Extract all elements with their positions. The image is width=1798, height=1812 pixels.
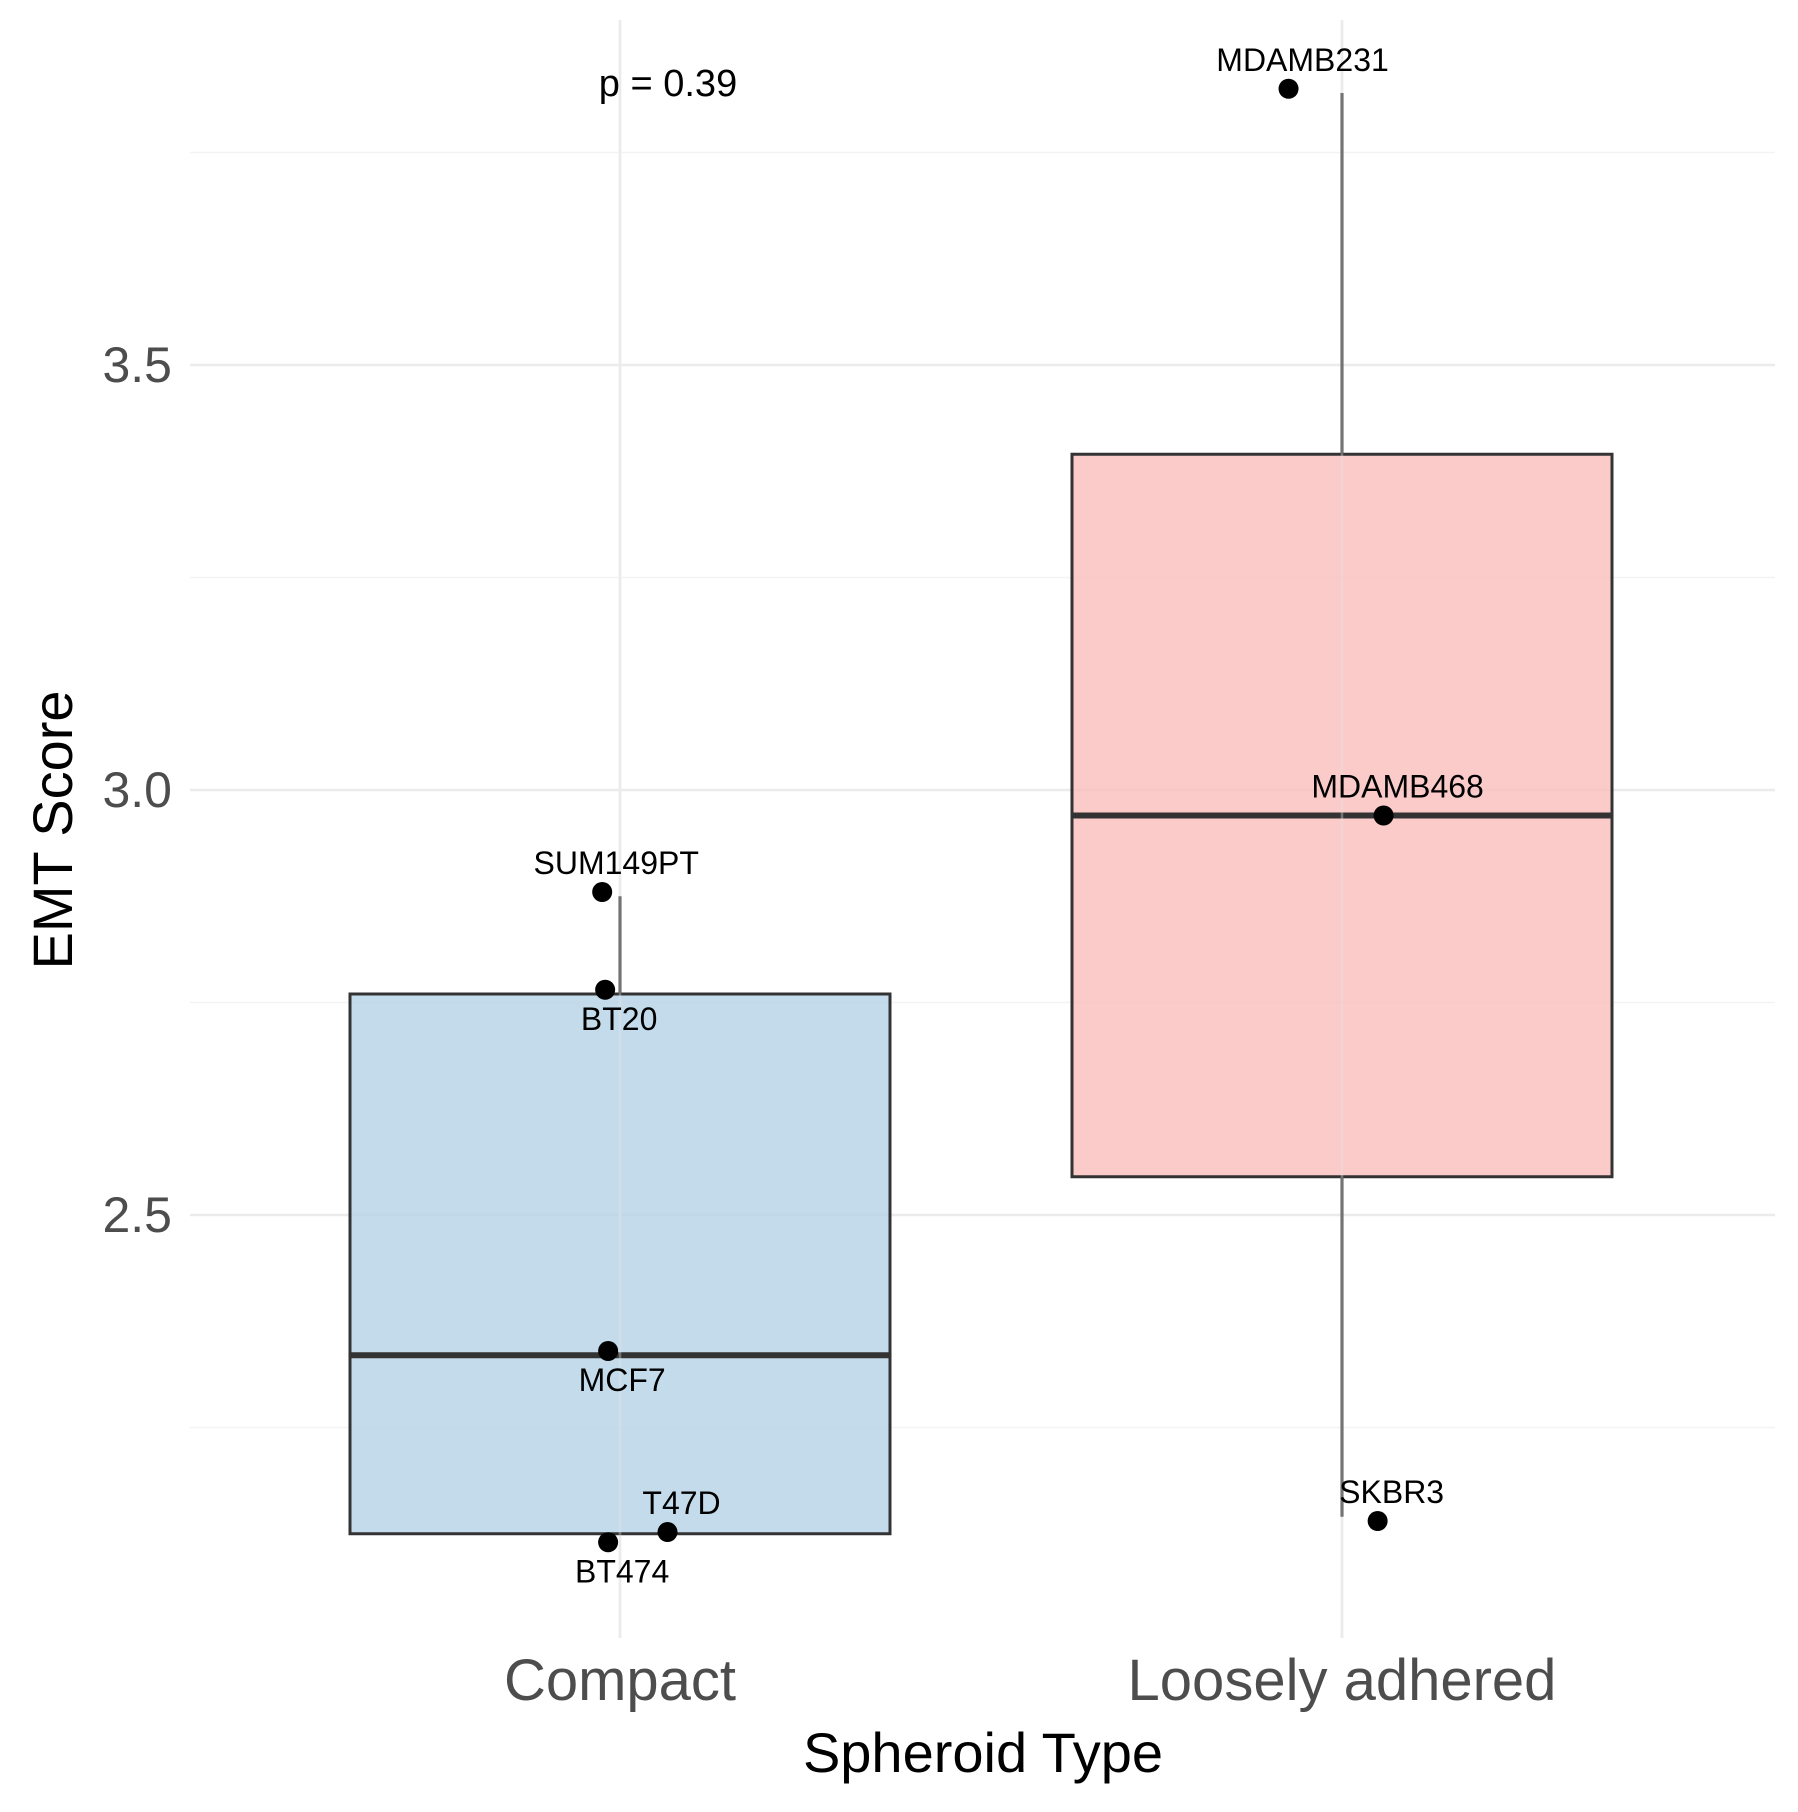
point-label-bt20: BT20 [581,1001,657,1037]
point-mcf7 [598,1341,619,1361]
p-value-annotation: p = 0.39 [599,63,737,105]
point-t47d [657,1522,678,1543]
point-label-bt474: BT474 [575,1553,669,1589]
box-iqr [348,992,892,1536]
point-labels: SUM149PT BT20 MCF7 T47D BT474 MDAMB231 MDAMB46… [533,42,1483,1590]
y-tick-label: 2.5 [102,1187,172,1243]
point-label-mcf7: MCF7 [579,1362,666,1398]
point-label-sum149pt: SUM149PT [533,845,698,881]
x-axis-title: Spheroid Type [803,1721,1163,1784]
points [592,78,1394,1553]
x-tick-label: Loosely adhered [1128,1648,1557,1713]
point-bt20 [595,979,616,1000]
point-mdamb231 [1278,78,1299,99]
box-compact [348,896,892,1536]
y-tick-label: 3.5 [102,337,172,393]
point-mdamb468 [1373,805,1394,826]
box-loosely-adhered [1070,93,1614,1517]
point-bt474 [598,1532,619,1553]
y-tick-label: 3.0 [102,762,172,818]
boxes [348,93,1614,1536]
y-axis-title: EMT Score [21,690,84,969]
point-label-t47d: T47D [642,1485,720,1521]
point-sum149pt [592,882,613,902]
point-label-mdamb231: MDAMB231 [1216,42,1389,78]
point-skbr3 [1367,1511,1388,1531]
x-tick-label: Compact [504,1648,736,1713]
point-label-skbr3: SKBR3 [1339,1474,1444,1510]
axes: 2.5 3.0 3.5 Compact Loosely adhered [102,337,1556,1713]
point-label-mdamb468: MDAMB468 [1311,769,1484,805]
